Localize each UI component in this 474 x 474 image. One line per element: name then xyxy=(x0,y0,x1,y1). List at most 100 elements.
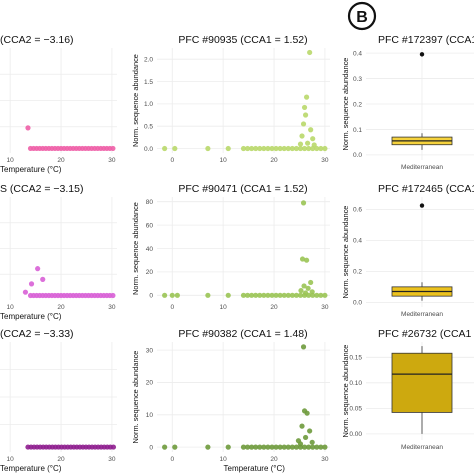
data-point xyxy=(40,276,46,282)
data-point xyxy=(310,136,316,142)
y-tick-label: 2.0 xyxy=(144,56,153,63)
data-point xyxy=(172,145,178,152)
data-point xyxy=(281,444,287,450)
x-tick-label: 20 xyxy=(270,304,278,311)
y-tick-label: 0.0 xyxy=(353,152,362,159)
data-point xyxy=(110,444,117,450)
x-axis-label: Temperature (°C) xyxy=(0,165,62,174)
x-tick-label: 10 xyxy=(7,157,15,164)
data-point xyxy=(257,145,263,152)
data-point xyxy=(265,444,271,450)
x-axis-label: Temperature (°C) xyxy=(0,464,62,473)
y-tick-label: 0.00 xyxy=(349,431,362,438)
data-point xyxy=(300,200,307,206)
data-point xyxy=(314,444,320,450)
data-point xyxy=(297,292,304,298)
chart-panel-1: (CCA2 = −3.16) 10 20 30 Temperature (°C) xyxy=(0,34,117,174)
data-point xyxy=(299,256,306,262)
y-axis-label: Norm. sequence abundance xyxy=(341,206,350,299)
data-point xyxy=(244,145,251,152)
data-point xyxy=(293,145,300,152)
y-tick-label: 0.2 xyxy=(353,269,362,276)
data-point xyxy=(249,145,255,152)
data-point xyxy=(301,283,307,289)
data-point xyxy=(297,441,304,447)
panel-letter-circle xyxy=(347,1,377,31)
x-tick-label: 20 xyxy=(57,157,65,164)
data-point xyxy=(305,140,311,146)
y-tick-label: 0.4 xyxy=(353,50,362,57)
y-axis-label: Norm. sequence abundance xyxy=(341,345,350,438)
data-point xyxy=(35,266,41,272)
data-point xyxy=(318,444,324,450)
data-point xyxy=(289,292,295,298)
data-point xyxy=(310,444,316,450)
x-tick-label: 10 xyxy=(7,304,15,311)
data-point xyxy=(307,49,313,56)
data-point xyxy=(306,145,312,152)
chart-title: (CCA2 = −3.33) xyxy=(0,328,74,340)
data-point xyxy=(306,444,312,450)
y-tick-label: 20 xyxy=(146,380,154,387)
data-point xyxy=(244,292,251,298)
box-outlier xyxy=(419,203,425,208)
y-axis-label: Norm. sequence abundance xyxy=(131,202,140,295)
data-point xyxy=(240,292,247,298)
data-point xyxy=(322,444,328,450)
data-point xyxy=(309,289,315,295)
y-tick-label: 0 xyxy=(149,444,153,451)
chart-title: S (CCA2 = −3.15) xyxy=(0,183,83,195)
data-point xyxy=(301,444,308,450)
data-point xyxy=(261,145,267,152)
x-tick-label: 20 xyxy=(57,304,65,311)
x-tick-label: 30 xyxy=(321,157,329,164)
data-point xyxy=(205,444,211,450)
y-tick-label: 80 xyxy=(146,199,154,206)
data-point xyxy=(225,444,231,450)
y-tick-label: 10 xyxy=(146,412,154,419)
x-axis-label: Temperature (°C) xyxy=(224,464,286,473)
x-tick-label: 30 xyxy=(321,304,329,311)
data-point xyxy=(304,410,310,416)
data-point xyxy=(297,141,304,147)
data-point xyxy=(25,125,31,131)
data-point xyxy=(269,292,275,298)
y-tick-label: 0.1 xyxy=(353,127,362,134)
data-point xyxy=(302,290,309,296)
data-point xyxy=(225,292,231,298)
data-point xyxy=(240,444,247,450)
data-point xyxy=(253,292,259,298)
data-point xyxy=(261,444,267,450)
chart-panel-5: PFC #90471 (CCA1 = 1.52) Norm. sequence a… xyxy=(131,183,330,311)
data-point xyxy=(240,145,247,152)
data-point xyxy=(110,145,116,152)
data-point xyxy=(302,434,309,441)
data-point xyxy=(289,444,295,450)
data-point xyxy=(281,292,287,298)
x-tick-label: 30 xyxy=(108,157,116,164)
data-point xyxy=(300,121,307,127)
data-point xyxy=(249,292,255,298)
data-point xyxy=(303,94,310,100)
data-point xyxy=(273,444,279,450)
chart-panel-4: S (CCA2 = −3.15) 10 20 30 Temperature (°C) xyxy=(0,183,117,321)
panel-letter-badge: B xyxy=(347,1,377,31)
data-point xyxy=(308,127,314,133)
data-point xyxy=(162,444,168,450)
data-point xyxy=(162,292,168,298)
data-point xyxy=(174,292,180,298)
chart-panel-9: PFC #26732 (CCA1 Norm. sequence abundance… xyxy=(341,328,474,451)
data-point xyxy=(253,145,259,152)
x-tick-label: 10 xyxy=(220,456,228,463)
data-point xyxy=(285,292,291,298)
data-point xyxy=(205,145,211,152)
y-tick-label: 40 xyxy=(146,246,154,253)
x-tick-label: 30 xyxy=(108,304,116,311)
data-point xyxy=(225,145,231,152)
data-point xyxy=(244,444,251,450)
x-tick-label: 20 xyxy=(57,456,65,463)
x-tick-label: 10 xyxy=(220,157,228,164)
y-tick-label: 0.5 xyxy=(144,123,153,130)
y-tick-label: 30 xyxy=(146,347,154,354)
y-tick-label: 0.6 xyxy=(353,207,362,214)
